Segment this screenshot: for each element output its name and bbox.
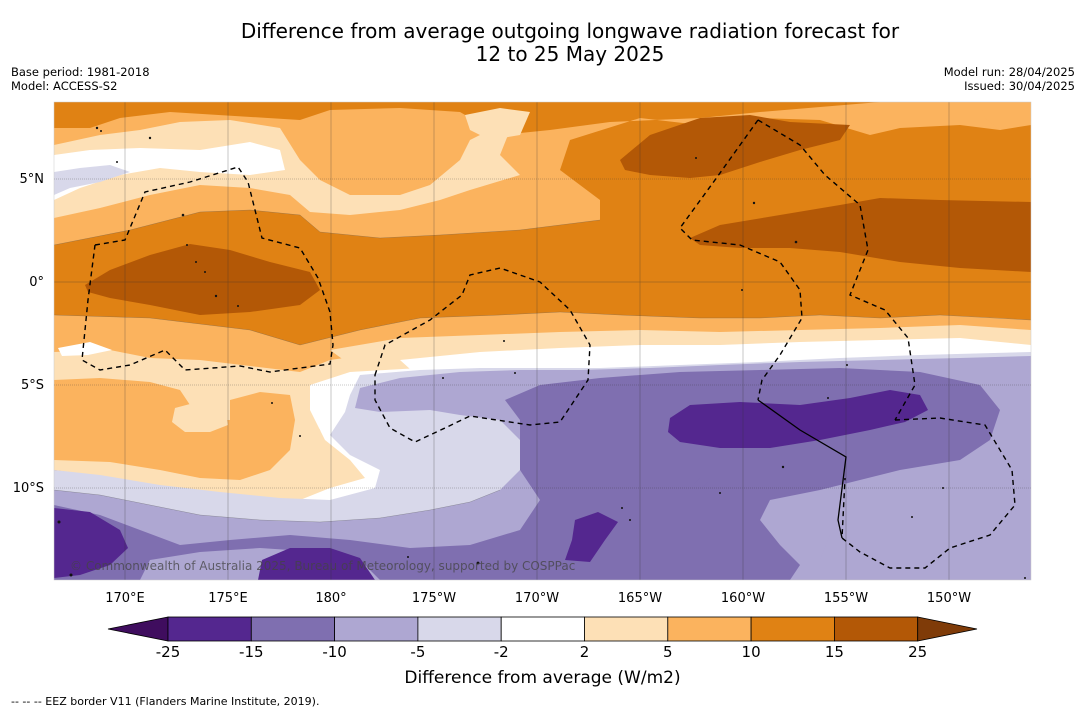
blob-white-west (58, 342, 112, 356)
blob-neg-small (694, 478, 708, 488)
lon-label-170e: 170°E (105, 591, 145, 606)
map-title: Difference from average outgoing longwav… (0, 20, 1085, 66)
meta-left: Base period: 1981-2018 Model: ACCESS-S2 (11, 65, 150, 93)
colorbar-tick-label: 2 (579, 643, 590, 661)
island-dots (57, 126, 1026, 579)
blob-pale-small (172, 400, 228, 432)
colorbar-tick-label: 25 (908, 643, 928, 661)
lat-label-0: 0° (29, 275, 44, 290)
eez-cook (841, 417, 1016, 569)
colorbar-tick-label: 10 (741, 643, 761, 661)
colorbar-tick-label: -10 (322, 643, 347, 661)
eez-legend-text: -- -- -- EEZ border V11 (Flanders Marine… (11, 695, 320, 708)
band-northeast (980, 102, 1031, 130)
eez-kiribati-line (757, 119, 916, 421)
band-south-west-orange (54, 378, 295, 480)
title-line-1: Difference from average outgoing longwav… (240, 19, 900, 43)
model-run-text: Model run: 28/04/2025 (943, 65, 1075, 79)
blob-white-mid (300, 365, 540, 508)
colorbar-segment (417, 616, 502, 642)
eez-borders (81, 119, 1016, 569)
base-period-text: Base period: 1981-2018 (11, 65, 150, 79)
colorbar-tick-label: -15 (239, 643, 264, 661)
colorbar-segment (667, 616, 752, 642)
lat-label-10s: 10°S (13, 481, 44, 496)
copyright-text: © Commonwealth of Australia 2025, Bureau… (70, 559, 575, 573)
lon-label-160w: 160°W (721, 591, 765, 606)
band-north-pale (465, 108, 530, 140)
lon-labels: 170°E 175°E 180° 175°W 170°W 165°W 160°W… (105, 591, 971, 606)
lat-label-5n: 5°N (20, 172, 45, 187)
colorbar-tick-label: -5 (410, 643, 426, 661)
colorbar-segment (250, 616, 336, 642)
lon-label-175w: 175°W (412, 591, 456, 606)
maritime-boundary (757, 399, 847, 539)
colorbar-tick-label: -25 (155, 643, 181, 661)
blob-dark-e (690, 198, 1031, 272)
meta-right: Model run: 28/04/2025 Issued: 30/04/2025 (944, 65, 1075, 93)
lon-label-170w: 170°W (515, 591, 559, 606)
colorbar-segment (167, 616, 252, 642)
map-frame (53, 101, 1032, 581)
lon-label-165w: 165°W (618, 591, 662, 606)
issued-text: Issued: 30/04/2025 (964, 79, 1075, 93)
colorbar-tick-label: 15 (824, 643, 844, 661)
lat-labels: 5°N 0° 5°S 10°S (13, 172, 44, 496)
colorbar (107, 616, 978, 642)
blob-neg-15-sw (54, 508, 128, 578)
band-neg-5-inner (820, 478, 1031, 580)
eez-tokelau (374, 267, 591, 443)
lon-label-180: 180° (315, 591, 346, 606)
colorbar-segment (750, 616, 835, 642)
lon-label-150w: 150°W (927, 591, 971, 606)
colorbar-tick-label: -2 (493, 643, 509, 661)
colorbar-arrow-max (917, 616, 978, 642)
lon-label-175e: 175°E (208, 591, 248, 606)
colorbar-segment (834, 616, 919, 642)
colorbar-segment (584, 616, 669, 642)
blob-dark-w (85, 244, 320, 315)
colorbar-title: Difference from average (W/m2) (404, 668, 681, 688)
colorbar-tick-label: 5 (663, 643, 673, 661)
title-line-2: 12 to 25 May 2025 (475, 42, 665, 66)
colorbar-segment (334, 616, 419, 642)
map-field: © Commonwealth of Australia 2025, Bureau… (54, 102, 1031, 580)
lat-label-5s: 5°S (21, 378, 44, 393)
lon-label-155w: 155°W (824, 591, 868, 606)
graticule (54, 102, 1031, 580)
blob-neg-15-s (258, 548, 375, 580)
band-north-neg (54, 165, 130, 195)
eez-kiribati-gilbert (81, 166, 334, 373)
colorbar-segment (500, 616, 585, 642)
band-north-5 (54, 102, 1031, 245)
model-text: Model: ACCESS-S2 (11, 79, 118, 93)
band-north-2 (54, 120, 520, 218)
blob-neg-15-mid (565, 512, 618, 562)
blob-dark-ne (620, 115, 850, 178)
band-north-white (54, 142, 285, 200)
blob-neg-15-e (668, 390, 928, 448)
colorbar-arrow-min (107, 616, 169, 642)
